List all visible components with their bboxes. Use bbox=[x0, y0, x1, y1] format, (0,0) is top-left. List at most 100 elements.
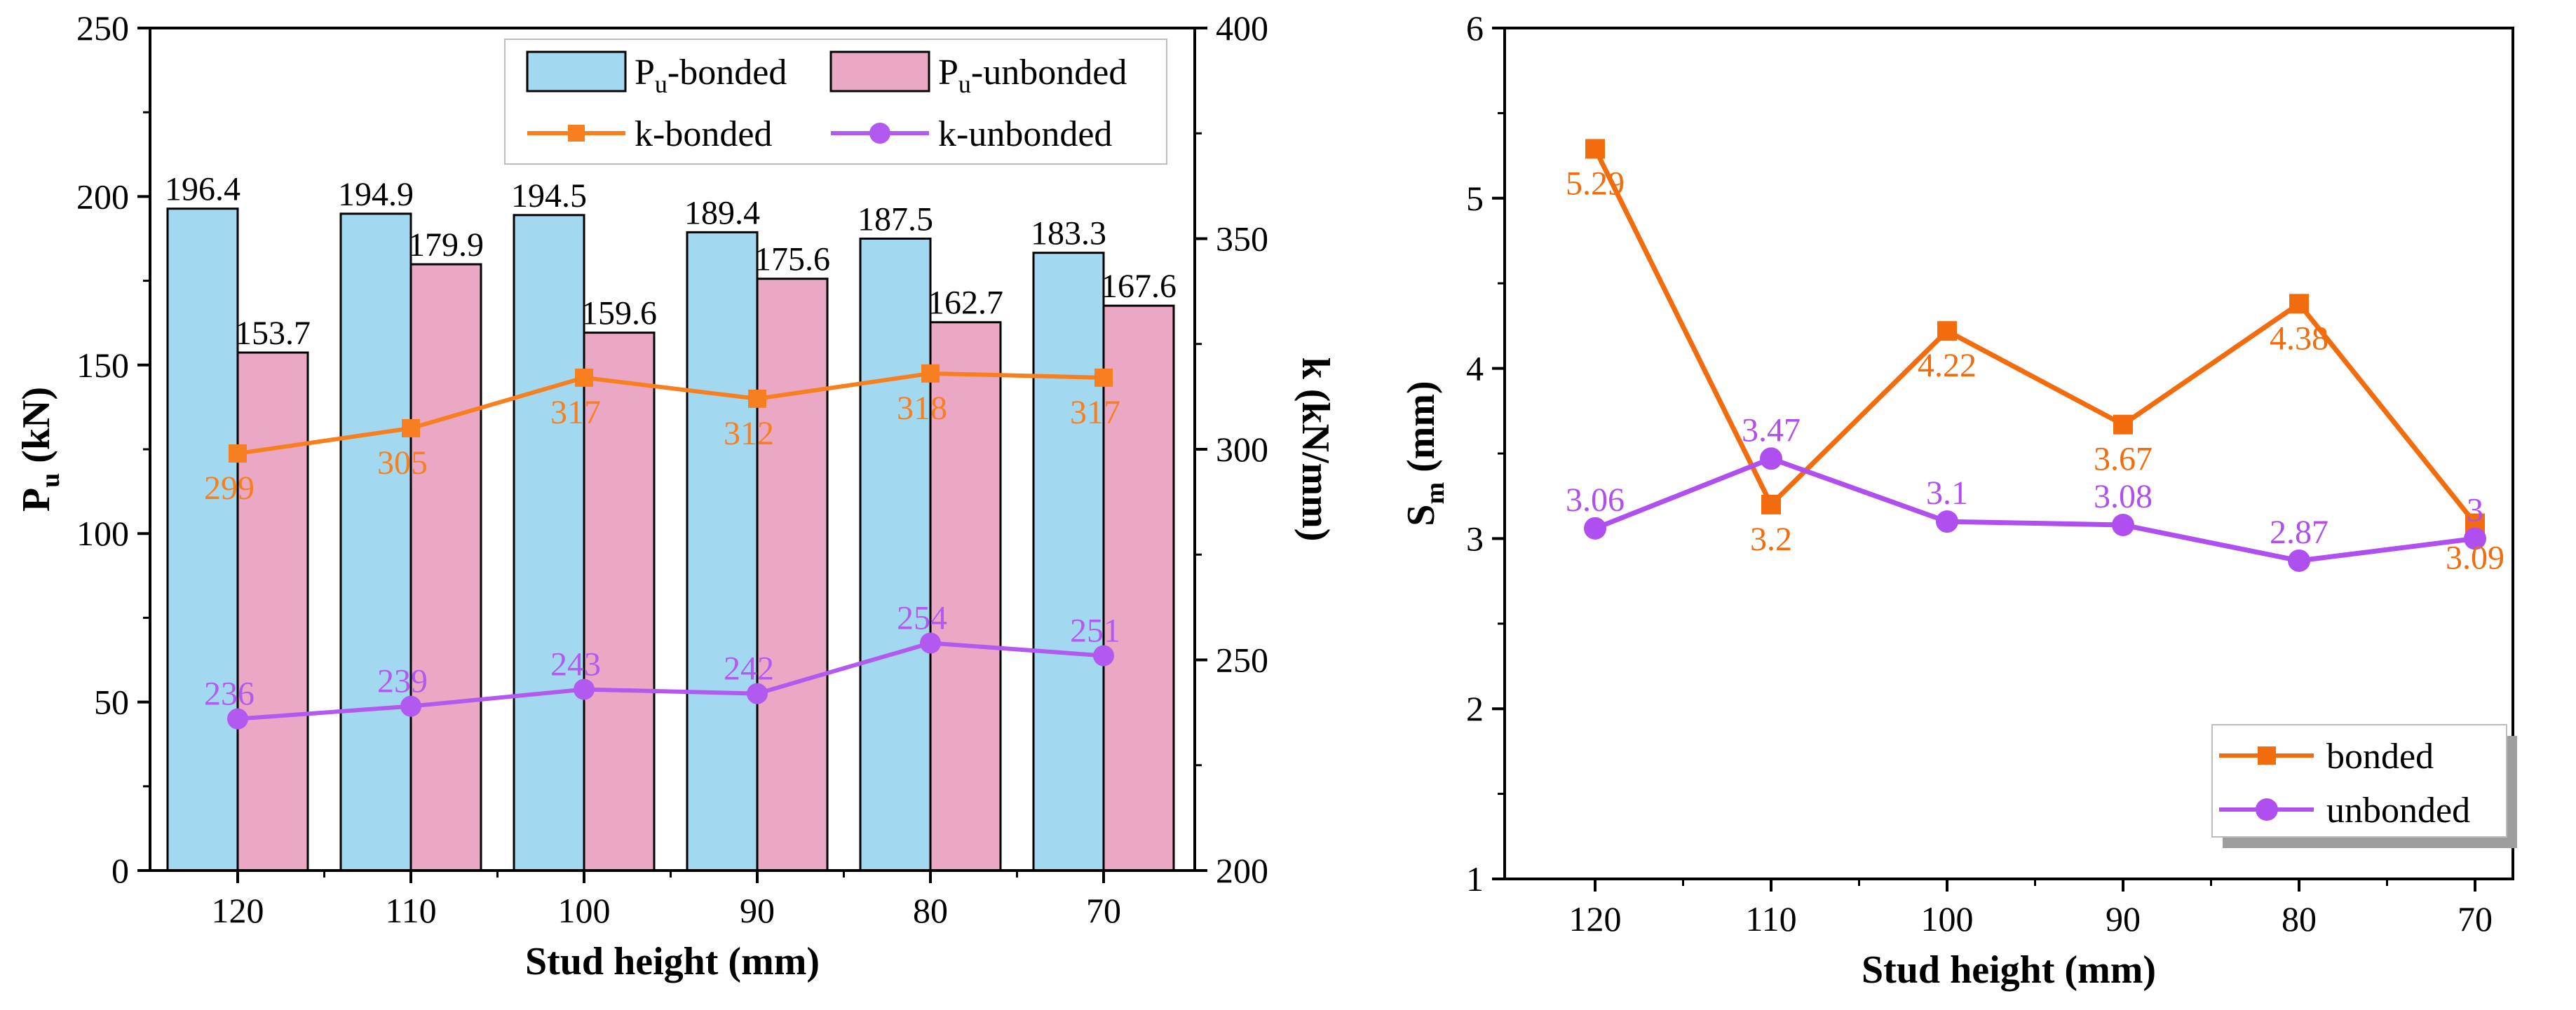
left-legend: Pu-bonded Pu-unbonded k-bonded k-unbonde… bbox=[504, 39, 1167, 165]
y2-tick-label-350: 350 bbox=[1216, 219, 1268, 259]
r-y-tick-label-2: 2 bbox=[1466, 689, 1484, 728]
r-y-tick-label-3: 3 bbox=[1466, 519, 1484, 558]
r-x-tick-label-90: 90 bbox=[2106, 899, 2141, 939]
y-tick-label-250: 250 bbox=[76, 8, 129, 48]
left-lines bbox=[237, 371, 1104, 721]
bar-pu-bonded-90 bbox=[686, 231, 759, 872]
point-label-bonded-70: 3.09 bbox=[2446, 540, 2504, 577]
marker-bonded-110 bbox=[1761, 494, 1781, 514]
bar-pu-unbonded-120 bbox=[236, 351, 309, 872]
bar-label-pu-unbonded-100: 159.6 bbox=[581, 295, 657, 332]
marker-k-bonded-110 bbox=[402, 418, 420, 437]
marker-unbonded-90 bbox=[2112, 513, 2134, 536]
marker-k-bonded-120 bbox=[229, 444, 247, 463]
point-label-k-bonded-100: 317 bbox=[550, 394, 601, 431]
bar-label-pu-bonded-110: 194.9 bbox=[338, 176, 414, 213]
bar-pu-bonded-80 bbox=[859, 238, 932, 872]
marker-k-bonded-100 bbox=[575, 368, 593, 387]
point-label-bonded-100: 4.22 bbox=[1918, 347, 1977, 384]
point-label-bonded-80: 4.38 bbox=[2270, 320, 2328, 357]
legend-marker-k-bonded bbox=[568, 125, 585, 142]
right-y-axis-title: Sm (mm) bbox=[1399, 381, 1450, 526]
marker-k-bonded-90 bbox=[748, 389, 766, 408]
marker-k-unbonded-120 bbox=[227, 708, 248, 730]
legend-marker-k-unbonded bbox=[869, 123, 890, 144]
marker-bonded-120 bbox=[1585, 139, 1605, 159]
y-tick-label-150: 150 bbox=[76, 346, 129, 385]
bar-pu-bonded-110 bbox=[339, 212, 412, 872]
point-label-unbonded-80: 2.87 bbox=[2270, 514, 2328, 551]
right-x-axis-title: Stud height (mm) bbox=[1862, 948, 2156, 992]
bar-label-pu-unbonded-90: 175.6 bbox=[754, 241, 830, 278]
marker-unbonded-80 bbox=[2288, 549, 2310, 572]
point-label-bonded-90: 3.67 bbox=[2094, 441, 2153, 478]
marker-unbonded-100 bbox=[1936, 510, 1958, 533]
legend-label-pu-unbonded: Pu-unbonded bbox=[938, 53, 1127, 98]
bar-label-pu-bonded-70: 183.3 bbox=[1031, 215, 1106, 252]
y2-tick-label-400: 400 bbox=[1216, 8, 1268, 48]
point-label-unbonded-70: 3 bbox=[2467, 491, 2483, 528]
r-x-tick-label-70: 70 bbox=[2458, 899, 2493, 939]
marker-k-unbonded-100 bbox=[574, 678, 595, 700]
marker-k-unbonded-110 bbox=[400, 695, 421, 717]
y2-tick-label-250: 250 bbox=[1216, 641, 1268, 680]
bar-label-pu-unbonded-70: 167.6 bbox=[1101, 268, 1177, 305]
bar-pu-bonded-100 bbox=[513, 214, 585, 872]
right-chart: 5.29 3.2 4.22 3.67 4.38 3.09 3.06 3.47 3.1 3.08 2.… bbox=[1399, 8, 2517, 992]
x-tick-label-90: 90 bbox=[740, 891, 775, 930]
left-line-labels: 299 305 317 312 318 317 236 239 243 242 254 251 bbox=[204, 390, 1120, 713]
left-markers bbox=[227, 364, 1114, 730]
legend-label-k-unbonded: k-unbonded bbox=[938, 114, 1112, 154]
line-unbonded bbox=[1594, 456, 2476, 564]
point-label-k-unbonded-110: 239 bbox=[377, 663, 428, 700]
legend-marker-bonded bbox=[2258, 746, 2276, 765]
x-tick-label-110: 110 bbox=[385, 891, 436, 930]
bar-pu-unbonded-100 bbox=[583, 332, 656, 872]
marker-k-bonded-80 bbox=[921, 364, 940, 383]
point-label-k-unbonded-100: 243 bbox=[550, 646, 601, 683]
point-label-bonded-120: 5.29 bbox=[1566, 165, 1625, 202]
bar-pu-bonded-70 bbox=[1032, 252, 1105, 872]
bar-label-pu-bonded-120: 196.4 bbox=[165, 171, 240, 208]
point-label-k-bonded-80: 318 bbox=[897, 390, 947, 427]
r-y-tick-label-6: 6 bbox=[1466, 8, 1484, 48]
r-x-tick-label-120: 120 bbox=[1569, 899, 1622, 939]
legend-swatch-pu-unbonded bbox=[829, 50, 930, 93]
legend-label-k-bonded: k-bonded bbox=[635, 114, 772, 154]
y-tick-label-50: 50 bbox=[94, 683, 129, 722]
marker-k-unbonded-80 bbox=[920, 632, 941, 654]
bar-label-pu-unbonded-80: 162.7 bbox=[928, 285, 1003, 322]
point-label-k-unbonded-70: 251 bbox=[1070, 612, 1120, 649]
legend-marker-unbonded bbox=[2256, 798, 2278, 821]
left-y2-axis-title: k (kN/mm) bbox=[1294, 357, 1337, 542]
marker-k-unbonded-70 bbox=[1093, 645, 1114, 667]
left-y2-ticks: 200 250 300 350 400 bbox=[1195, 8, 1268, 890]
bar-label-pu-bonded-80: 187.5 bbox=[857, 201, 933, 238]
y2-tick-label-300: 300 bbox=[1216, 430, 1268, 469]
legend-label-unbonded: unbonded bbox=[2326, 791, 2470, 831]
right-lines bbox=[1592, 147, 2477, 564]
marker-unbonded-120 bbox=[1584, 517, 1606, 540]
left-y-ticks: 0 50 100 150 200 250 bbox=[76, 8, 150, 890]
legend-label-bonded: bonded bbox=[2326, 737, 2434, 777]
y-tick-label-200: 200 bbox=[76, 177, 129, 216]
marker-bonded-90 bbox=[2113, 414, 2133, 435]
point-label-k-unbonded-90: 242 bbox=[724, 650, 774, 688]
point-label-k-bonded-70: 317 bbox=[1070, 394, 1120, 431]
bar-pu-bonded-120 bbox=[166, 207, 239, 872]
point-label-bonded-110: 3.2 bbox=[1750, 521, 1792, 558]
r-y-tick-label-4: 4 bbox=[1466, 349, 1484, 388]
point-label-k-bonded-110: 305 bbox=[377, 444, 428, 482]
r-x-tick-label-80: 80 bbox=[2282, 899, 2317, 939]
bar-pu-unbonded-90 bbox=[756, 278, 829, 872]
line-bonded bbox=[1592, 147, 2477, 525]
bar-pu-unbonded-110 bbox=[409, 263, 482, 872]
right-legend: bonded unbonded bbox=[2211, 724, 2517, 848]
x-tick-label-70: 70 bbox=[1086, 891, 1121, 930]
left-bar-labels: 196.4 194.9 194.5 189.4 187.5 183.3 153.7 179.9… bbox=[165, 171, 1177, 352]
y-tick-label-0: 0 bbox=[111, 851, 129, 890]
right-point-labels: 5.29 3.2 4.22 3.67 4.38 3.09 3.06 3.47 3.1 3.08 2.… bbox=[1566, 165, 2504, 576]
point-label-unbonded-100: 3.1 bbox=[1926, 475, 1968, 512]
